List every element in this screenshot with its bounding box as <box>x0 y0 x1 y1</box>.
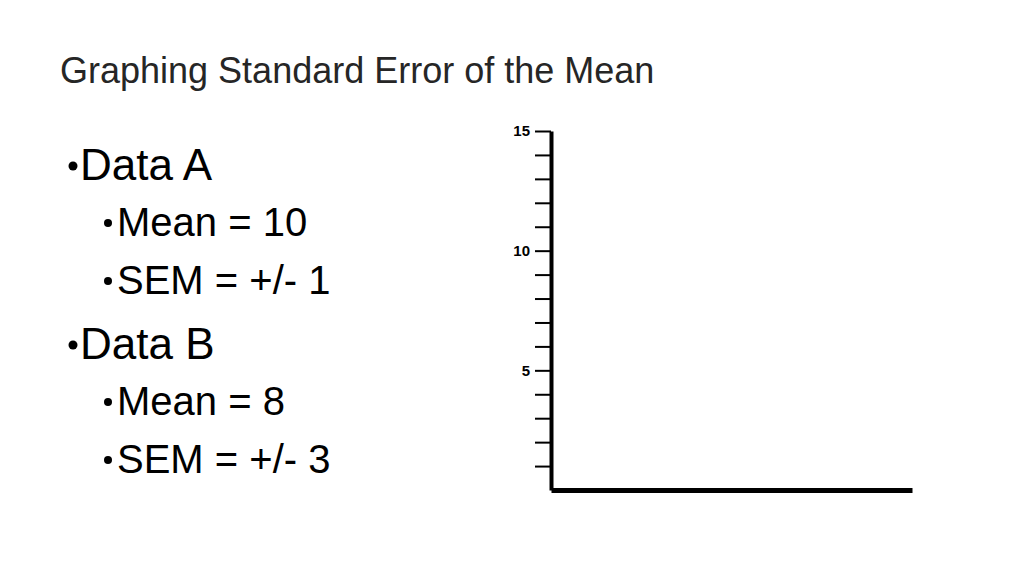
y-tick <box>535 442 551 443</box>
y-tick-mark <box>535 298 551 300</box>
y-tick-mark <box>535 322 551 324</box>
y-tick <box>535 466 551 467</box>
y-tick-label: 10 <box>513 242 530 259</box>
y-tick: 15 <box>513 122 551 139</box>
x-axis-line <box>552 488 913 493</box>
y-tick-mark <box>535 418 551 420</box>
bullet-item: Mean = 10 <box>117 200 307 244</box>
y-tick-mark <box>535 131 551 133</box>
y-tick-mark <box>535 202 551 204</box>
bullet-dot <box>69 341 78 350</box>
y-tick <box>535 275 551 276</box>
y-tick: 10 <box>513 242 551 259</box>
y-tick-mark <box>535 178 551 180</box>
y-tick-mark <box>535 370 551 372</box>
y-tick <box>535 394 551 395</box>
y-tick-mark <box>535 466 551 468</box>
y-tick-mark <box>535 154 551 156</box>
x-axis <box>552 490 913 491</box>
y-tick <box>535 227 551 228</box>
y-tick-mark <box>535 442 551 444</box>
y-tick-mark <box>535 250 551 252</box>
y-tick-label: 5 <box>522 362 530 379</box>
bullet-dot <box>104 277 112 285</box>
y-axis: 5 10 15 <box>513 122 551 490</box>
y-axis-line <box>550 132 554 491</box>
y-tick <box>535 418 551 419</box>
bullet-dot <box>104 398 112 406</box>
y-tick <box>535 203 551 204</box>
bullet-dot <box>69 162 78 171</box>
y-tick-mark <box>535 226 551 228</box>
y-tick <box>535 322 551 323</box>
y-tick <box>535 299 551 300</box>
y-tick <box>535 155 551 156</box>
y-tick <box>535 346 551 347</box>
bullet-item: Mean = 8 <box>117 379 285 423</box>
bullet-heading: Data B <box>80 319 215 368</box>
y-tick-label: 15 <box>513 122 530 139</box>
y-tick: 5 <box>522 362 551 379</box>
y-tick-mark <box>535 346 551 348</box>
bullet-item: SEM = +/- 1 <box>117 258 330 302</box>
slide: Graphing Standard Error of the Mean Data … <box>0 0 1024 576</box>
y-tick-mark <box>535 274 551 276</box>
bullet-item: SEM = +/- 3 <box>117 437 330 481</box>
y-tick <box>535 179 551 180</box>
y-tick-mark <box>535 394 551 396</box>
bullet-dot <box>104 456 112 464</box>
bullet-dot <box>104 219 112 227</box>
slide-title: Graphing Standard Error of the Mean <box>60 50 654 91</box>
bullet-heading: Data A <box>80 140 213 189</box>
